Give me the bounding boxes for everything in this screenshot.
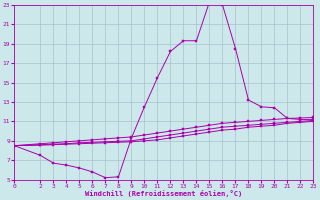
X-axis label: Windchill (Refroidissement éolien,°C): Windchill (Refroidissement éolien,°C) — [85, 190, 243, 197]
